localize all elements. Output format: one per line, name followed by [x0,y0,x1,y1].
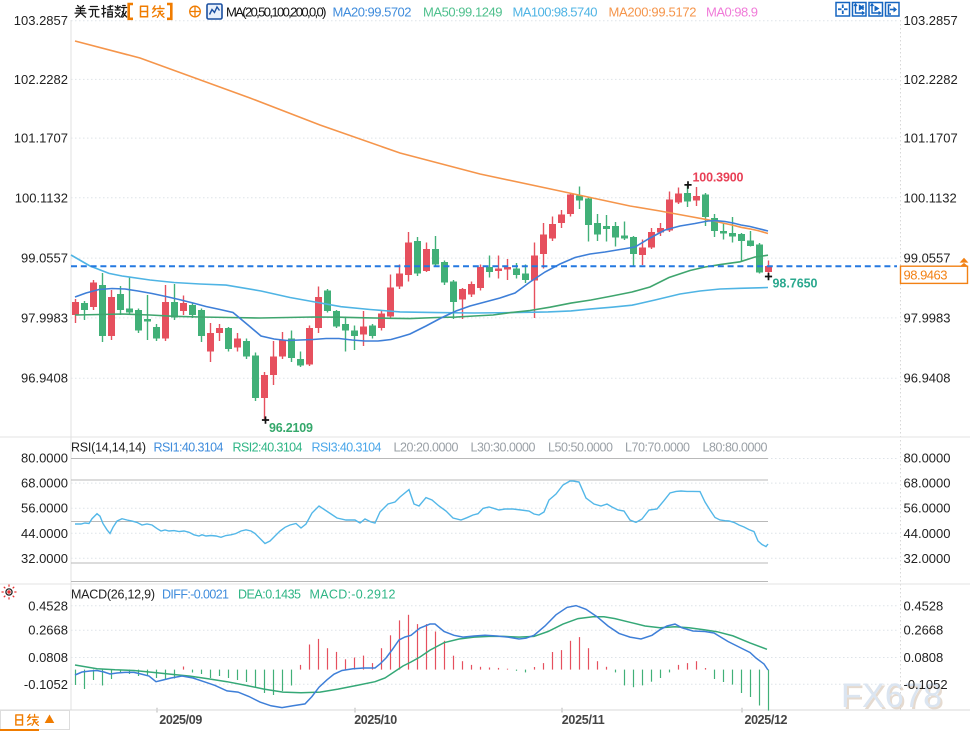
svg-text:FX678: FX678 [843,679,944,717]
svg-text:-0.1052: -0.1052 [24,677,68,692]
svg-text:99.0557: 99.0557 [904,251,951,266]
svg-text:100.3900: 100.3900 [693,171,744,185]
svg-text:0.2668: 0.2668 [28,623,68,638]
svg-text:97.9983: 97.9983 [904,310,951,325]
svg-text:-0.1052: -0.1052 [904,677,948,692]
svg-text:RSI(14,14,14): RSI(14,14,14) [71,441,146,455]
svg-text:101.1707: 101.1707 [14,131,68,146]
svg-text:96.9408: 96.9408 [21,371,68,386]
svg-text:MACD:-0.2912: MACD:-0.2912 [310,588,396,602]
svg-text:MA(20,50,100,200,0,0): MA(20,50,100,200,0,0) [226,5,327,20]
svg-text:103.2857: 103.2857 [14,13,68,28]
svg-text:RSI3:40.3104: RSI3:40.3104 [312,441,382,455]
svg-text:MA20:99.5702: MA20:99.5702 [333,5,412,20]
svg-text:2025/09: 2025/09 [159,713,202,727]
svg-text:L20:20.0000: L20:20.0000 [394,441,459,455]
svg-text:97.9983: 97.9983 [21,310,68,325]
svg-text:44.0000: 44.0000 [904,526,951,541]
svg-text:L70:70.0000: L70:70.0000 [625,441,690,455]
svg-text:98.7650: 98.7650 [773,277,818,291]
svg-text:MA100:98.5740: MA100:98.5740 [513,5,598,20]
svg-text:44.0000: 44.0000 [21,526,68,541]
svg-text:100.1132: 100.1132 [904,190,957,205]
svg-text:56.0000: 56.0000 [21,501,68,516]
svg-text:32.0000: 32.0000 [904,551,951,566]
svg-text:MA200:99.5172: MA200:99.5172 [609,5,697,20]
svg-text:103.2857: 103.2857 [904,13,958,28]
svg-text:2025/10: 2025/10 [354,713,397,727]
svg-text:102.2282: 102.2282 [14,72,68,87]
svg-text:L50:50.0000: L50:50.0000 [548,441,613,455]
svg-text:2025/12: 2025/12 [745,713,788,727]
svg-text:100.1132: 100.1132 [15,190,68,205]
svg-text:32.0000: 32.0000 [21,551,68,566]
svg-text:L30:30.0000: L30:30.0000 [471,441,536,455]
svg-text:MA50:99.1249: MA50:99.1249 [423,5,503,20]
svg-text:80.0000: 80.0000 [21,451,68,466]
svg-text:0.2668: 0.2668 [904,623,944,638]
svg-text:MACD(26,12,9): MACD(26,12,9) [71,588,155,602]
svg-text:DEA:0.1435: DEA:0.1435 [238,588,301,602]
svg-text:0.0808: 0.0808 [904,650,944,665]
svg-text:96.2109: 96.2109 [269,421,313,435]
svg-text:99.0557: 99.0557 [21,251,68,266]
svg-text:0.4528: 0.4528 [28,598,68,613]
svg-text:98.9463: 98.9463 [904,268,948,283]
svg-text:101.1707: 101.1707 [904,131,958,146]
svg-text:96.9408: 96.9408 [904,371,951,386]
svg-text:102.2282: 102.2282 [904,72,958,87]
svg-text:RSI2:40.3104: RSI2:40.3104 [233,441,303,455]
svg-text:0.0808: 0.0808 [28,650,68,665]
svg-text:68.0000: 68.0000 [21,476,68,491]
svg-text:68.0000: 68.0000 [904,476,951,491]
svg-text:RSI1:40.3104: RSI1:40.3104 [154,441,224,455]
svg-text:56.0000: 56.0000 [904,501,951,516]
svg-text:0.4528: 0.4528 [904,598,944,613]
svg-text:80.0000: 80.0000 [904,451,951,466]
svg-text:MA0:98.9: MA0:98.9 [706,5,758,20]
svg-text:DIFF:-0.0021: DIFF:-0.0021 [162,588,229,602]
svg-text:2025/11: 2025/11 [562,713,605,727]
svg-text:FX678: FX678 [841,677,942,715]
svg-text:L80:80.0000: L80:80.0000 [703,441,768,455]
